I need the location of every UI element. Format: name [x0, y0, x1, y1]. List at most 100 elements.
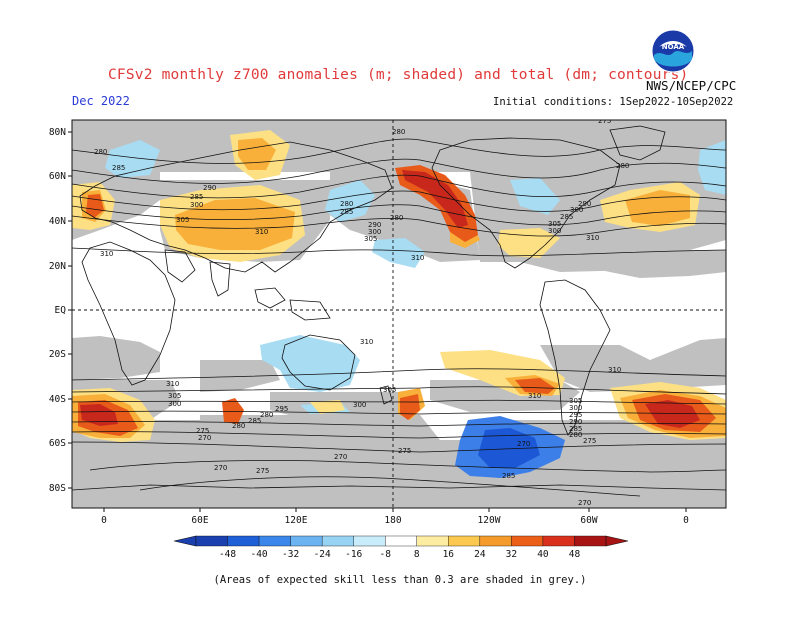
lat-label: 20S [49, 349, 66, 360]
contour-labels: 280 285 290 285 300 305 310 310 280 280 … [94, 117, 629, 507]
colorbar-swatch [479, 535, 512, 547]
contour-label: 300 [548, 227, 561, 235]
lat-axis [68, 131, 72, 489]
initial-conditions: Initial conditions: 1Sep2022-10Sep2022 [493, 96, 734, 108]
colorbar-swatch [448, 535, 481, 547]
colorbar-swatch [385, 535, 417, 547]
colorbar-level-label: 8 [414, 549, 420, 560]
contour-label: 275 [583, 437, 596, 445]
skill-footnote: (Areas of expected skill less than 0.3 a… [213, 574, 587, 586]
logo-text: NOAA [662, 43, 685, 51]
colorbar-swatch [353, 535, 386, 547]
colorbar-level-label: -32 [282, 549, 299, 560]
colorbar-level-label: -16 [345, 549, 362, 560]
contour-label: 275 [256, 467, 269, 475]
contour-label: 285 [560, 213, 573, 221]
contour-label: 300 [168, 400, 181, 408]
colorbar-level-label: -48 [219, 549, 236, 560]
contour-label: 310 [586, 234, 599, 242]
colorbar: -48 -40 -32 -24 -16 -8 8 16 24 32 40 48 [173, 535, 629, 560]
contour-label: 270 [517, 440, 530, 448]
contour-label: 290 [578, 200, 591, 208]
colorbar-arrow-high [605, 535, 629, 547]
lat-label: 20N [49, 261, 66, 272]
lon-label: 60E [191, 515, 208, 526]
colorbar-swatch [258, 535, 291, 547]
negative-anomalies-strong [455, 416, 565, 478]
lat-label: 40S [49, 394, 66, 405]
contour-label: 305 [548, 220, 561, 228]
contour-label: 310 [255, 228, 268, 236]
colorbar-swatch [321, 535, 354, 547]
lon-label: 0 [683, 515, 689, 526]
contour-label: 310 [608, 366, 621, 374]
contour-label: 290 [368, 221, 381, 229]
contour-label: 290 [569, 418, 582, 426]
colorbar-level-label: 16 [443, 549, 455, 560]
contour-label: 275 [398, 447, 411, 455]
contour-label: 270 [214, 464, 227, 472]
noaa-logo-icon: NOAA [651, 29, 695, 73]
contour-label: 295 [275, 405, 288, 413]
contour-label: 310 [100, 250, 113, 258]
lat-label: 80N [49, 127, 66, 138]
contour-label: 270 [578, 499, 591, 507]
contour-label: 305 [383, 386, 396, 394]
contour-label: 290 [203, 184, 216, 192]
colorbar-level-label: 40 [537, 549, 549, 560]
colorbar-level-label: -24 [314, 549, 331, 560]
lat-label: EQ [55, 305, 67, 316]
colorbar-swatch [227, 535, 260, 547]
contour-label: 310 [528, 392, 541, 400]
contour-label: 280 [260, 411, 273, 419]
colorbar-swatch [290, 535, 323, 547]
contour-label: 305 [364, 235, 377, 243]
contour-label: 300 [368, 228, 381, 236]
colorbar-swatch [542, 535, 575, 547]
contour-label: 295 [569, 411, 582, 419]
contour-label: 285 [569, 425, 582, 433]
contour-label: 300 [353, 401, 366, 409]
contour-label: 300 [190, 201, 203, 209]
valid-month: Dec 2022 [72, 94, 130, 108]
contour-label: 300 [569, 404, 582, 412]
contour-label: 310 [411, 254, 424, 262]
map-frame [71, 119, 727, 509]
colorbar-level-label: -8 [380, 549, 392, 560]
contour-label: 305 [569, 397, 582, 405]
contour-label: 310 [360, 338, 373, 346]
lat-label: 60N [49, 171, 66, 182]
contour-label: 270 [334, 453, 347, 461]
lon-label: 0 [101, 515, 107, 526]
contour-label: 285 [340, 208, 353, 216]
height-contours [72, 138, 726, 497]
contour-label: 285 [502, 472, 515, 480]
lat-labels: 80N 60N 40N 20N EQ 20S 40S 60S 80S [49, 127, 66, 494]
contour-label: 285 [190, 193, 203, 201]
colorbar-level-label: 48 [569, 549, 581, 560]
contour-label: 310 [166, 380, 179, 388]
lon-label: 120E [285, 515, 308, 526]
colorbar-level-label: -40 [250, 549, 267, 560]
contour-label: 305 [176, 216, 189, 224]
contour-label: 280 [390, 214, 403, 222]
contour-label: 285 [248, 417, 261, 425]
negative-anomalies-light [105, 140, 726, 414]
agency-label: NWS/NCEP/CPC [646, 78, 737, 93]
lon-labels: 0 60E 120E 180 120W 60W 0 [101, 515, 689, 526]
lon-label: 60W [580, 515, 597, 526]
colorbar-swatch [416, 535, 449, 547]
colorbar-swatch [574, 535, 607, 547]
contour-label: 275 [598, 117, 611, 125]
chart-title: CFSv2 monthly z700 anomalies (m; shaded)… [108, 67, 689, 83]
contour-label: 280 [340, 200, 353, 208]
contour-label: 305 [168, 392, 181, 400]
contour-label: 280 [569, 431, 582, 439]
lon-label: 120W [478, 515, 501, 526]
colorbar-arrow-low [173, 535, 197, 547]
lat-label: 80S [49, 483, 66, 494]
contour-label: 270 [198, 434, 211, 442]
colorbar-swatch [195, 535, 228, 547]
lon-label: 180 [384, 515, 401, 526]
